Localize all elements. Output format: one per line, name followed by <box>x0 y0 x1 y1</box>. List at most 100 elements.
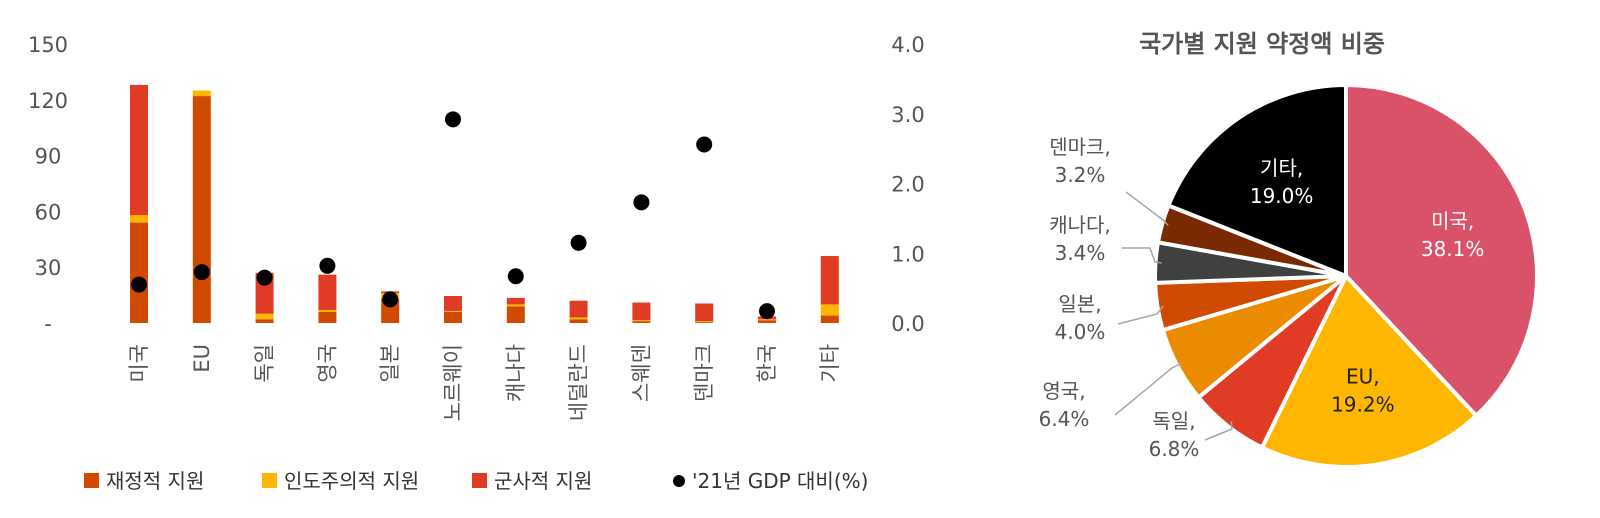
bar-segment <box>506 306 525 323</box>
pie-slices <box>1153 83 1539 469</box>
bar-segment <box>569 317 588 320</box>
pie-slice-label: EU, <box>1346 364 1380 388</box>
pie-leader-line <box>1125 191 1169 226</box>
legend-swatch <box>84 473 99 488</box>
pie-slice-label: 미국, <box>1431 209 1474 233</box>
bar-segment <box>695 321 714 323</box>
y-axis-left: - 30 60 90 120 150 <box>28 33 68 336</box>
x-category-label: 스웨덴 <box>629 344 653 402</box>
pie-leader-line <box>1204 421 1233 441</box>
pie-slice <box>1344 83 1539 418</box>
legend-label: 군사적 지원 <box>494 469 592 493</box>
x-category-label: 영국 <box>315 344 339 383</box>
x-category-label: 한국 <box>755 344 779 383</box>
y-left-tick-label: 90 <box>35 145 62 169</box>
y-right-tick-label: 4.0 <box>891 33 924 57</box>
pie-slice-label: 독일, <box>1152 409 1195 433</box>
pie-chart: 국가별 지원 약정액 비중 미국, 38.1% EU, 19.2% 독일, 6.8% 영국,… <box>1039 30 1539 469</box>
pie-slice-label: 일본, <box>1058 292 1101 316</box>
x-axis-categories: 미국 EU 독일 영국 일본 노르웨이 캐나다 네덜란드 스웨덴 덴마크 한국 기타 <box>127 344 842 421</box>
gdp-ratio-point <box>633 194 650 211</box>
bar-segment <box>569 300 588 318</box>
gdp-ratio-point <box>507 268 524 285</box>
y-left-tick-label: 120 <box>28 89 68 113</box>
gdp-ratio-point <box>445 111 461 128</box>
legend-label: '21년 GDP 대비(%) <box>692 469 868 493</box>
bar-segment <box>255 313 274 320</box>
pie-leader-line <box>1114 362 1183 416</box>
y-right-tick-label: 1.0 <box>891 242 924 266</box>
pie-slice-pct: 6.8% <box>1149 437 1200 461</box>
bar-segment <box>444 296 462 311</box>
gdp-ratio-series <box>131 111 775 320</box>
y-left-tick-label: - <box>44 312 52 336</box>
legend-label: 재정적 지원 <box>106 469 204 493</box>
bar-segment <box>506 297 525 305</box>
pie-slice-label: 덴마크, <box>1049 135 1111 159</box>
bar-segment <box>130 84 148 216</box>
bar-series <box>130 84 839 323</box>
gdp-ratio-point <box>319 257 336 274</box>
gdp-ratio-point <box>256 269 273 286</box>
pie-slice-label: 기타, <box>1260 156 1303 180</box>
pie-slice-pct: 4.0% <box>1055 320 1106 344</box>
y-right-tick-label: 0.0 <box>891 312 924 336</box>
bar-segment <box>820 315 839 323</box>
gdp-ratio-point <box>696 136 713 153</box>
gdp-ratio-point <box>570 234 587 251</box>
x-category-label: 미국 <box>127 344 151 383</box>
pie-leader-line <box>1122 247 1162 264</box>
pie-leader-lines <box>1114 191 1233 441</box>
bar-segment <box>318 309 337 312</box>
pie-labels: 미국, 38.1% EU, 19.2% 독일, 6.8% 영국, 6.4% 일본, 4.0% 캐나다… <box>1039 135 1485 461</box>
x-category-label: 네덜란드 <box>567 344 591 421</box>
pie-title: 국가별 지원 약정액 비중 <box>1139 30 1385 58</box>
gdp-ratio-point <box>131 276 147 293</box>
x-category-label: 노르웨이 <box>441 344 465 421</box>
bar-segment <box>632 321 651 323</box>
pie-slice-pct: 19.2% <box>1331 392 1395 416</box>
y-axis-right: 0.0 1.0 2.0 3.0 4.0 <box>891 33 924 336</box>
x-category-label: 캐나다 <box>504 344 528 402</box>
pie-slice-label: 캐나다, <box>1049 213 1111 237</box>
bar-segment <box>820 256 839 305</box>
y-left-tick-label: 60 <box>35 200 62 224</box>
legend-swatch <box>262 473 277 488</box>
y-left-tick-label: 30 <box>35 256 62 280</box>
y-right-tick-label: 3.0 <box>891 103 924 127</box>
bar-chart: - 30 60 90 120 150 0.0 1.0 2.0 3.0 4.0 미국 EU 독일 영국 일본… <box>28 33 925 493</box>
pie-slice-pct: 3.2% <box>1055 163 1106 187</box>
pie-slice-pct: 3.4% <box>1055 241 1106 265</box>
gdp-ratio-point <box>193 264 210 281</box>
x-category-label: EU <box>190 344 214 373</box>
bar-segment <box>758 320 776 323</box>
bar-segment <box>192 96 211 323</box>
x-category-label: 일본 <box>378 344 402 383</box>
bar-segment <box>255 319 274 323</box>
pie-slice <box>1260 274 1479 469</box>
bar-segment <box>569 319 588 323</box>
legend-label: 인도주의적 지원 <box>284 469 419 493</box>
legend-marker <box>673 475 685 487</box>
bar-segment <box>318 311 337 323</box>
x-category-label: 기타 <box>818 344 842 383</box>
bar-segment <box>695 303 714 322</box>
bar-segment <box>506 304 525 307</box>
bar-segment <box>318 274 337 310</box>
pie-slice-pct: 38.1% <box>1421 237 1485 261</box>
y-left-tick-label: 150 <box>28 33 68 57</box>
bar-segment <box>820 304 839 316</box>
bar-segment <box>758 319 776 321</box>
x-category-label: 덴마크 <box>692 344 716 402</box>
bar-segment <box>192 90 211 97</box>
pie-slice-label: 영국, <box>1042 379 1085 403</box>
bar-segment <box>130 215 148 223</box>
bar-segment <box>632 320 651 322</box>
gdp-ratio-point <box>759 303 775 320</box>
y-right-tick-label: 2.0 <box>891 173 924 197</box>
bar-segment <box>444 310 462 312</box>
x-category-label: 독일 <box>253 344 277 383</box>
gdp-ratio-point <box>382 291 399 308</box>
pie-slice <box>1166 83 1348 278</box>
pie-slice-pct: 6.4% <box>1039 407 1090 431</box>
